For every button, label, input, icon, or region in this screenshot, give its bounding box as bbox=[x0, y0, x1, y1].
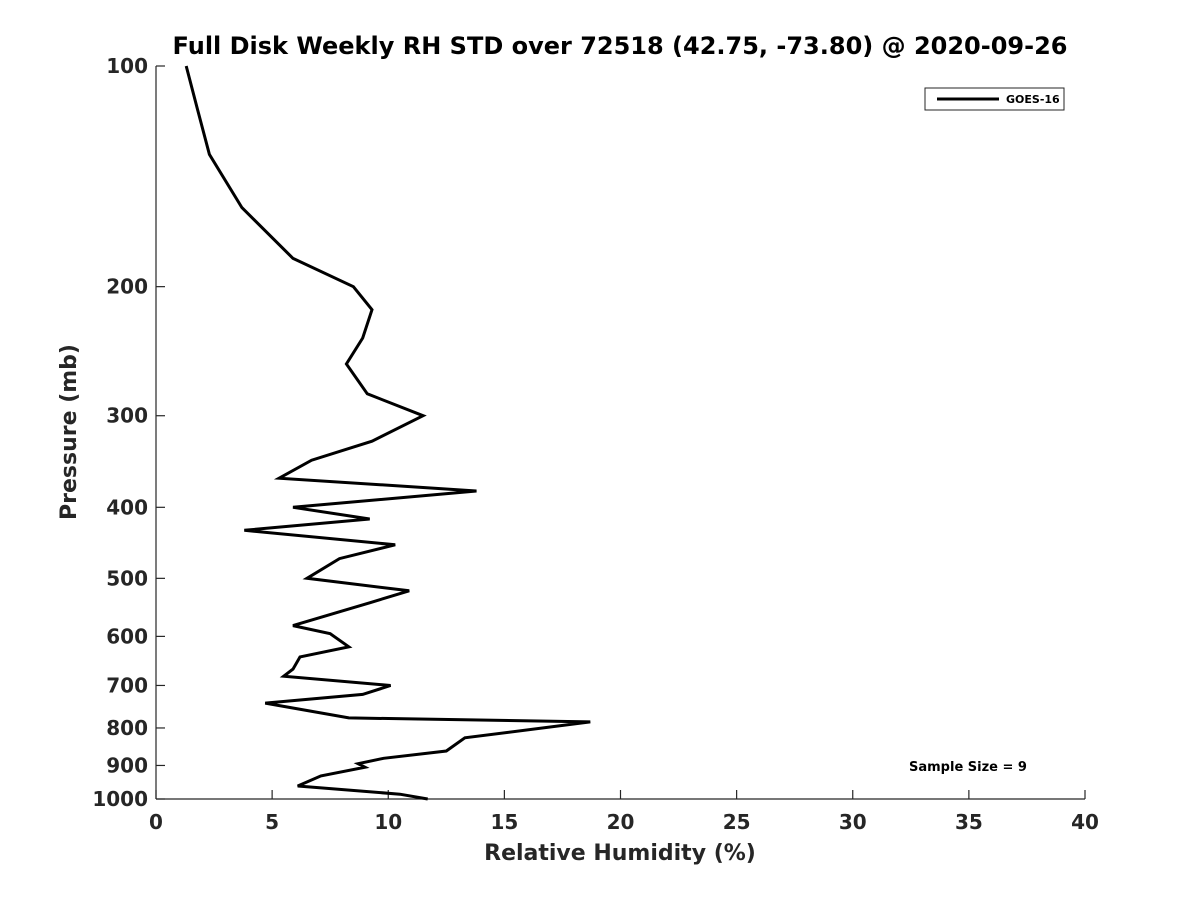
y-tick-label-800: 800 bbox=[106, 716, 148, 740]
data-point bbox=[389, 684, 392, 687]
data-point bbox=[422, 414, 425, 417]
data-point bbox=[347, 645, 350, 648]
data-point bbox=[368, 518, 371, 521]
data-point bbox=[357, 762, 360, 765]
data-point bbox=[345, 363, 348, 366]
data-point bbox=[196, 109, 199, 112]
x-tick-label-0: 0 bbox=[149, 810, 163, 834]
data-point bbox=[364, 766, 367, 769]
data-point bbox=[278, 477, 281, 480]
data-point bbox=[292, 668, 295, 671]
data-point bbox=[361, 337, 364, 340]
x-tick-label-25: 25 bbox=[723, 810, 751, 834]
data-point bbox=[240, 206, 243, 209]
data-point bbox=[296, 785, 299, 788]
data-point bbox=[352, 285, 355, 288]
data-point bbox=[310, 459, 313, 462]
data-point bbox=[589, 720, 592, 723]
series-line-goes-16 bbox=[184, 65, 591, 801]
y-ticks: 100 200 300 400 500 600 700 800 900 1000 bbox=[92, 54, 165, 811]
data-point bbox=[398, 793, 401, 796]
y-tick-label-500: 500 bbox=[106, 566, 148, 590]
data-point bbox=[475, 490, 478, 493]
data-point bbox=[185, 65, 188, 68]
legend: GOES-16 bbox=[924, 87, 1065, 111]
data-point bbox=[292, 506, 295, 509]
data-point bbox=[338, 557, 341, 560]
y-tick-label-600: 600 bbox=[106, 624, 148, 648]
data-point bbox=[368, 601, 371, 604]
series-layer bbox=[184, 65, 592, 801]
x-tick-label-35: 35 bbox=[955, 810, 983, 834]
data-point bbox=[208, 153, 211, 156]
y-tick-label-200: 200 bbox=[106, 275, 148, 299]
x-tick-label-5: 5 bbox=[265, 810, 279, 834]
x-tick-label-30: 30 bbox=[839, 810, 867, 834]
x-tick-label-10: 10 bbox=[374, 810, 402, 834]
plot-area: 0 5 10 15 20 25 30 35 40 100 200 300 400 500 600 700 80… bbox=[92, 54, 1099, 834]
sample-size-annotation: Sample Size = 9 bbox=[909, 760, 1027, 775]
data-point bbox=[292, 624, 295, 627]
data-point bbox=[282, 675, 285, 678]
data-point bbox=[243, 529, 246, 532]
data-point bbox=[319, 774, 322, 777]
x-ticks: 0 5 10 15 20 25 30 35 40 bbox=[149, 790, 1099, 834]
data-point bbox=[371, 440, 374, 443]
data-point bbox=[361, 693, 364, 696]
data-point bbox=[292, 257, 295, 260]
data-point bbox=[264, 702, 267, 705]
y-tick-label-100: 100 bbox=[106, 54, 148, 78]
x-tick-label-20: 20 bbox=[607, 810, 635, 834]
data-point bbox=[347, 716, 350, 719]
data-point bbox=[426, 798, 429, 801]
y-tick-label-700: 700 bbox=[106, 673, 148, 697]
y-tick-label-900: 900 bbox=[106, 753, 148, 777]
data-point bbox=[463, 736, 466, 739]
y-tick-label-400: 400 bbox=[106, 495, 148, 519]
data-point bbox=[394, 543, 397, 546]
x-axis-label: Relative Humidity (%) bbox=[484, 841, 756, 866]
x-tick-label-15: 15 bbox=[490, 810, 518, 834]
axes-background bbox=[156, 66, 1085, 799]
data-point bbox=[382, 757, 385, 760]
y-tick-label-1000: 1000 bbox=[92, 787, 148, 811]
data-point bbox=[371, 308, 374, 311]
data-point bbox=[299, 655, 302, 658]
y-axis-label: Pressure (mb) bbox=[57, 344, 82, 520]
legend-label-goes-16: GOES-16 bbox=[1006, 93, 1060, 106]
data-point bbox=[445, 750, 448, 753]
data-point bbox=[329, 632, 332, 635]
x-tick-label-40: 40 bbox=[1071, 810, 1099, 834]
data-point bbox=[306, 577, 309, 580]
y-tick-label-300: 300 bbox=[106, 404, 148, 428]
data-point bbox=[408, 589, 411, 592]
chart-title: Full Disk Weekly RH STD over 72518 (42.7… bbox=[173, 32, 1068, 60]
data-point bbox=[366, 392, 369, 395]
